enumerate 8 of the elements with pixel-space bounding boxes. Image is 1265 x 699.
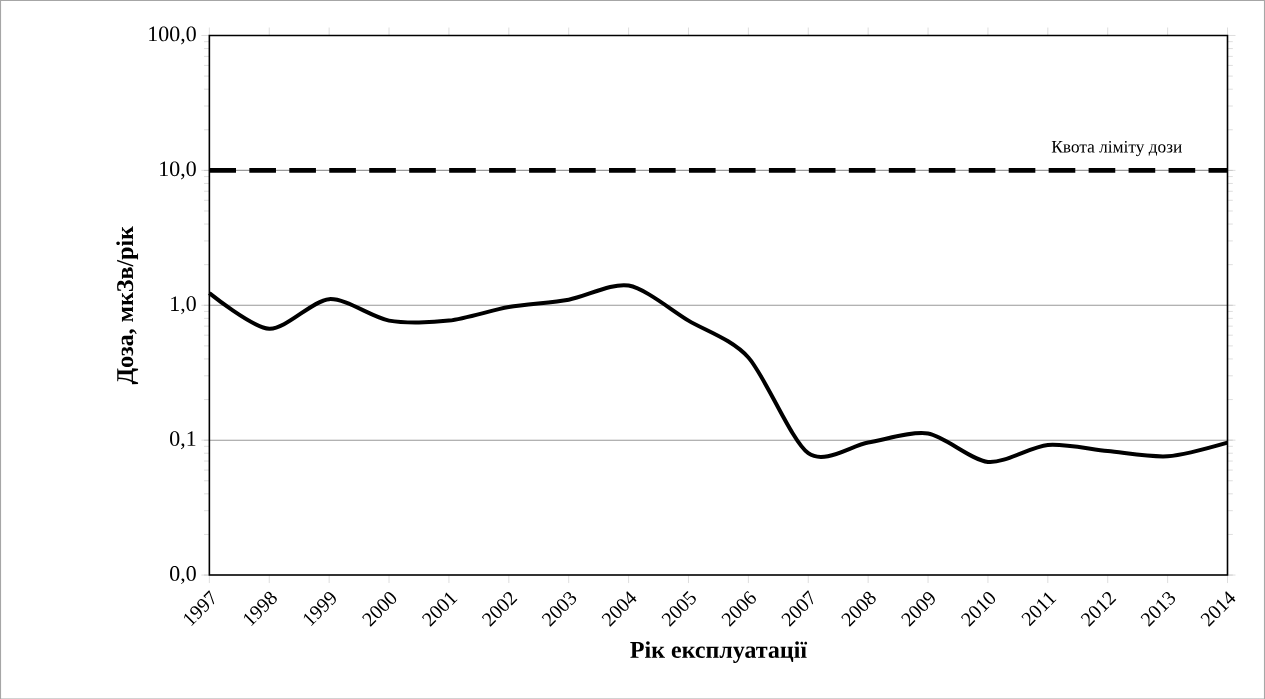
y-tick-label: 0,0 (170, 565, 196, 584)
y-tick-label: 1,0 (171, 296, 196, 315)
y-tick-label: 10,0 (160, 161, 196, 180)
y-tick-label: 100,0 (149, 26, 196, 45)
x-axis-title: Рік експлуатації (630, 640, 808, 663)
y-axis-title: Доза, мкЗв/рік (116, 225, 139, 385)
y-tick-label: 0,1 (170, 430, 196, 449)
ref-line-label: Квота ліміту дози (1051, 140, 1182, 156)
